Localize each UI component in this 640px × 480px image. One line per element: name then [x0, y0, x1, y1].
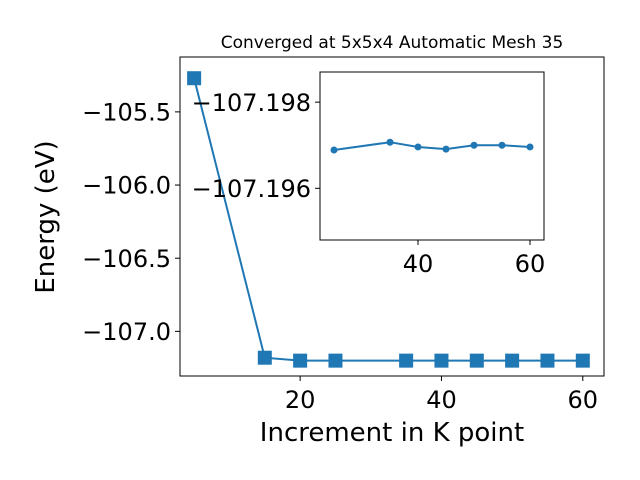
- inset-data-point: [470, 141, 478, 149]
- main-data-point: [540, 353, 555, 368]
- main-data-point: [434, 353, 449, 368]
- main-data-point: [293, 353, 308, 368]
- inset-background: [320, 72, 544, 240]
- main-data-point: [328, 353, 343, 368]
- main-plot-area: [187, 71, 590, 368]
- inset-data-point: [442, 145, 450, 153]
- main-x-tick-label: 60: [568, 386, 599, 414]
- inset-x-tick-label: 60: [515, 250, 546, 278]
- main-x-tick-label: 20: [285, 386, 316, 414]
- main-data-point: [399, 353, 414, 368]
- inset-x-tick-label: 40: [403, 250, 434, 278]
- inset-data-point: [414, 143, 422, 151]
- inset-axis-ticks: 40 60 −107.198 −107.196: [192, 89, 546, 278]
- chart-title: Converged at 5x5x4 Automatic Mesh 35: [221, 33, 564, 53]
- main-data-point: [257, 350, 272, 365]
- main-axis-ticks: 20 40 60 −105.5 −106.0 −106.5 −107.0: [82, 99, 598, 414]
- y-axis-label: Energy (eV): [31, 140, 61, 293]
- main-data-point: [187, 71, 202, 86]
- main-x-tick-label: 40: [426, 386, 457, 414]
- main-data-point: [505, 353, 520, 368]
- main-y-tick-label: −106.0: [82, 172, 171, 200]
- inset-plot-area: [330, 138, 534, 154]
- inset-data-point: [498, 141, 506, 149]
- main-data-point: [469, 353, 484, 368]
- inset-data-point: [386, 138, 394, 146]
- main-y-tick-label: −105.5: [82, 99, 171, 127]
- main-y-tick-label: −106.5: [82, 245, 171, 273]
- inset-axes-frame: [319, 71, 545, 241]
- main-data-point: [575, 353, 590, 368]
- main-y-tick-label: −107.0: [82, 318, 171, 346]
- x-axis-label: Increment in K point: [260, 418, 524, 448]
- main-axes-frame: [179, 56, 605, 377]
- inset-y-tick-label: −107.196: [192, 175, 311, 203]
- inset-y-tick-label: −107.198: [192, 89, 311, 117]
- inset-data-point: [526, 143, 534, 151]
- inset-data-point: [330, 146, 338, 154]
- main-series-line: [193, 77, 583, 362]
